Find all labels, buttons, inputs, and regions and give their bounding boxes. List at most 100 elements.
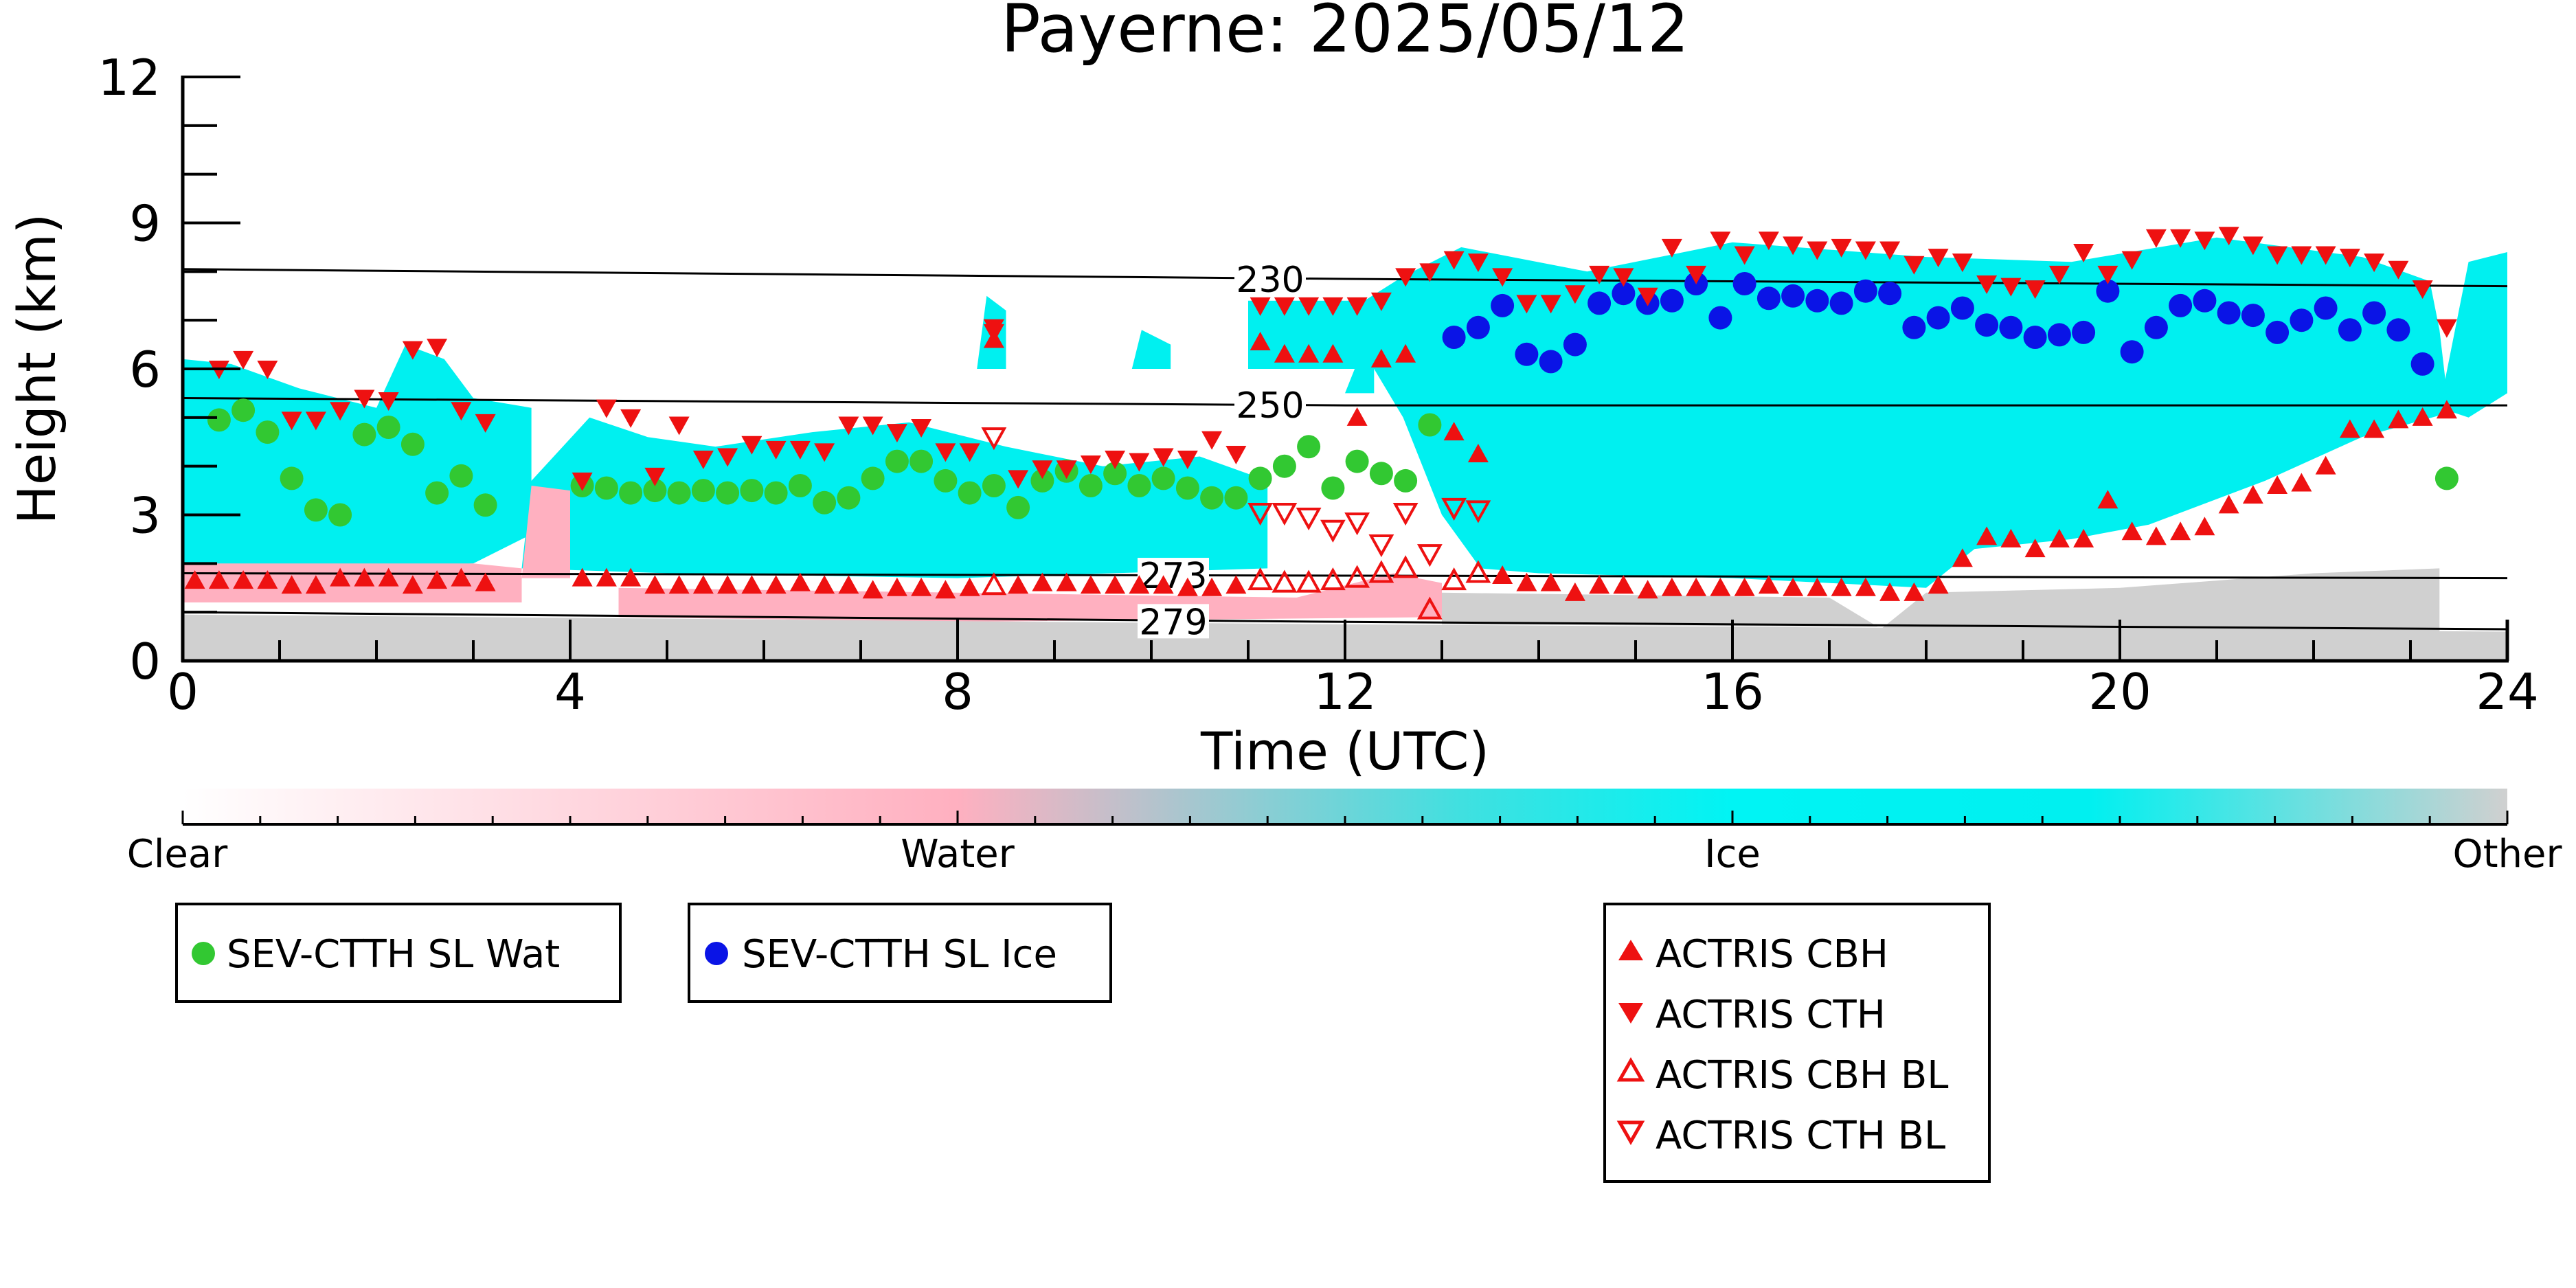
- data-point: [2048, 528, 2070, 547]
- data-point: [1247, 567, 1274, 591]
- data-point: [304, 498, 328, 522]
- data-point: [2024, 539, 2046, 558]
- x-tick-label: 0: [167, 663, 199, 721]
- data-point: [2266, 320, 2290, 344]
- isotherm-line-273: [182, 572, 2508, 580]
- isotherm-label-bg: [1138, 558, 1209, 593]
- data-point: [1127, 474, 1151, 497]
- data-point: [2410, 352, 2434, 376]
- data-point: [1225, 445, 1247, 464]
- legend-marker-cth: [1618, 1003, 1643, 1024]
- colorbar-label-other: Other: [2452, 832, 2562, 877]
- data-point: [451, 402, 472, 421]
- data-point: [1274, 297, 1295, 316]
- data-point: [861, 466, 885, 490]
- data-point: [1175, 476, 1199, 500]
- data-point: [764, 481, 788, 505]
- data-point: [1734, 246, 1755, 265]
- data-point: [473, 493, 497, 517]
- data-point: [2386, 318, 2410, 342]
- series-actris-cbh-bl: [981, 555, 1491, 620]
- data-point: [1467, 253, 1489, 273]
- data-point: [838, 416, 859, 436]
- data-point: [886, 577, 907, 596]
- data-point: [740, 479, 764, 503]
- data-point: [376, 416, 400, 439]
- data-point: [596, 399, 617, 418]
- data-point: [1734, 577, 1755, 596]
- data-point: [1492, 565, 1513, 585]
- data-point: [1855, 577, 1876, 596]
- data-point: [1756, 286, 1781, 310]
- phase-region-other: [1877, 568, 2440, 632]
- data-point: [959, 577, 980, 596]
- data-point: [2217, 301, 2241, 325]
- data-point: [1831, 238, 1852, 258]
- y-tick-label: 9: [129, 195, 161, 253]
- data-point: [1272, 454, 1296, 478]
- data-point: [1320, 519, 1346, 543]
- data-point: [2097, 265, 2119, 284]
- data-point: [1467, 443, 1489, 462]
- data-point: [1589, 575, 1610, 594]
- data-point: [1613, 575, 1634, 594]
- data-point: [716, 481, 740, 505]
- data-point: [692, 575, 714, 594]
- data-point: [1322, 343, 1344, 363]
- data-point: [1225, 575, 1247, 594]
- data-point: [1708, 306, 1732, 330]
- data-point: [1540, 295, 1561, 314]
- data-point: [1441, 567, 1467, 591]
- data-point: [1879, 582, 1901, 601]
- data-point: [789, 572, 811, 591]
- data-point: [2436, 319, 2457, 338]
- data-point: [425, 481, 449, 505]
- data-point: [1781, 284, 1805, 308]
- x-tick-label: 24: [2476, 663, 2539, 721]
- legend-label-wat: SEV-CTTH SL Wat: [227, 932, 560, 977]
- data-point: [1588, 291, 1612, 315]
- data-point: [959, 443, 980, 462]
- data-point: [2073, 244, 2094, 262]
- legend-marker-cth-bl: [1616, 1120, 1645, 1146]
- data-point: [1151, 466, 1175, 490]
- data-point: [1926, 306, 1950, 330]
- data-point: [1346, 407, 1368, 426]
- data-point: [1224, 486, 1248, 510]
- data-point: [1296, 508, 1322, 531]
- data-point: [1153, 575, 1174, 594]
- data-point: [2170, 521, 2191, 541]
- data-point: [1129, 575, 1150, 594]
- phase-region-ice: [1131, 330, 1171, 369]
- data-point: [354, 389, 375, 409]
- legend-label-cbh-bl: ACTRIS CBH BL: [1656, 1053, 1948, 1098]
- data-point: [814, 443, 835, 462]
- data-point: [911, 419, 932, 438]
- data-point: [1105, 575, 1126, 594]
- legend-label-ice: SEV-CTTH SL Ice: [742, 932, 1057, 977]
- phase-region-other: [1442, 592, 1878, 627]
- data-point: [2000, 528, 2022, 547]
- data-point: [451, 567, 472, 587]
- data-point: [1928, 249, 1949, 268]
- data-point: [2241, 304, 2265, 328]
- phase-region-ice: [183, 344, 532, 569]
- series-sev-ctth-sl-wat: [207, 398, 2459, 527]
- data-point: [1032, 572, 1053, 591]
- x-tick-label: 16: [1701, 663, 1764, 721]
- data-point: [1272, 569, 1298, 593]
- data-point: [2364, 419, 2385, 438]
- data-point: [1419, 263, 1440, 282]
- legend-satellite-water: SEV-CTTH SL Wat: [175, 903, 622, 1003]
- chart-title: Payerne: 2025/05/12: [1001, 0, 1689, 67]
- data-point: [1298, 297, 1320, 316]
- data-point: [2145, 229, 2167, 248]
- phase-colorbar: Clear Water Ice Other: [127, 789, 2562, 877]
- data-point: [208, 570, 229, 589]
- data-point: [1153, 448, 1174, 467]
- data-point: [1416, 596, 1443, 620]
- data-point: [1368, 534, 1394, 558]
- data-point: [1903, 582, 1925, 601]
- data-point: [2315, 455, 2336, 475]
- axes: 0 3 6 9 12 0 4 8 12 16 20 24: [98, 49, 2538, 721]
